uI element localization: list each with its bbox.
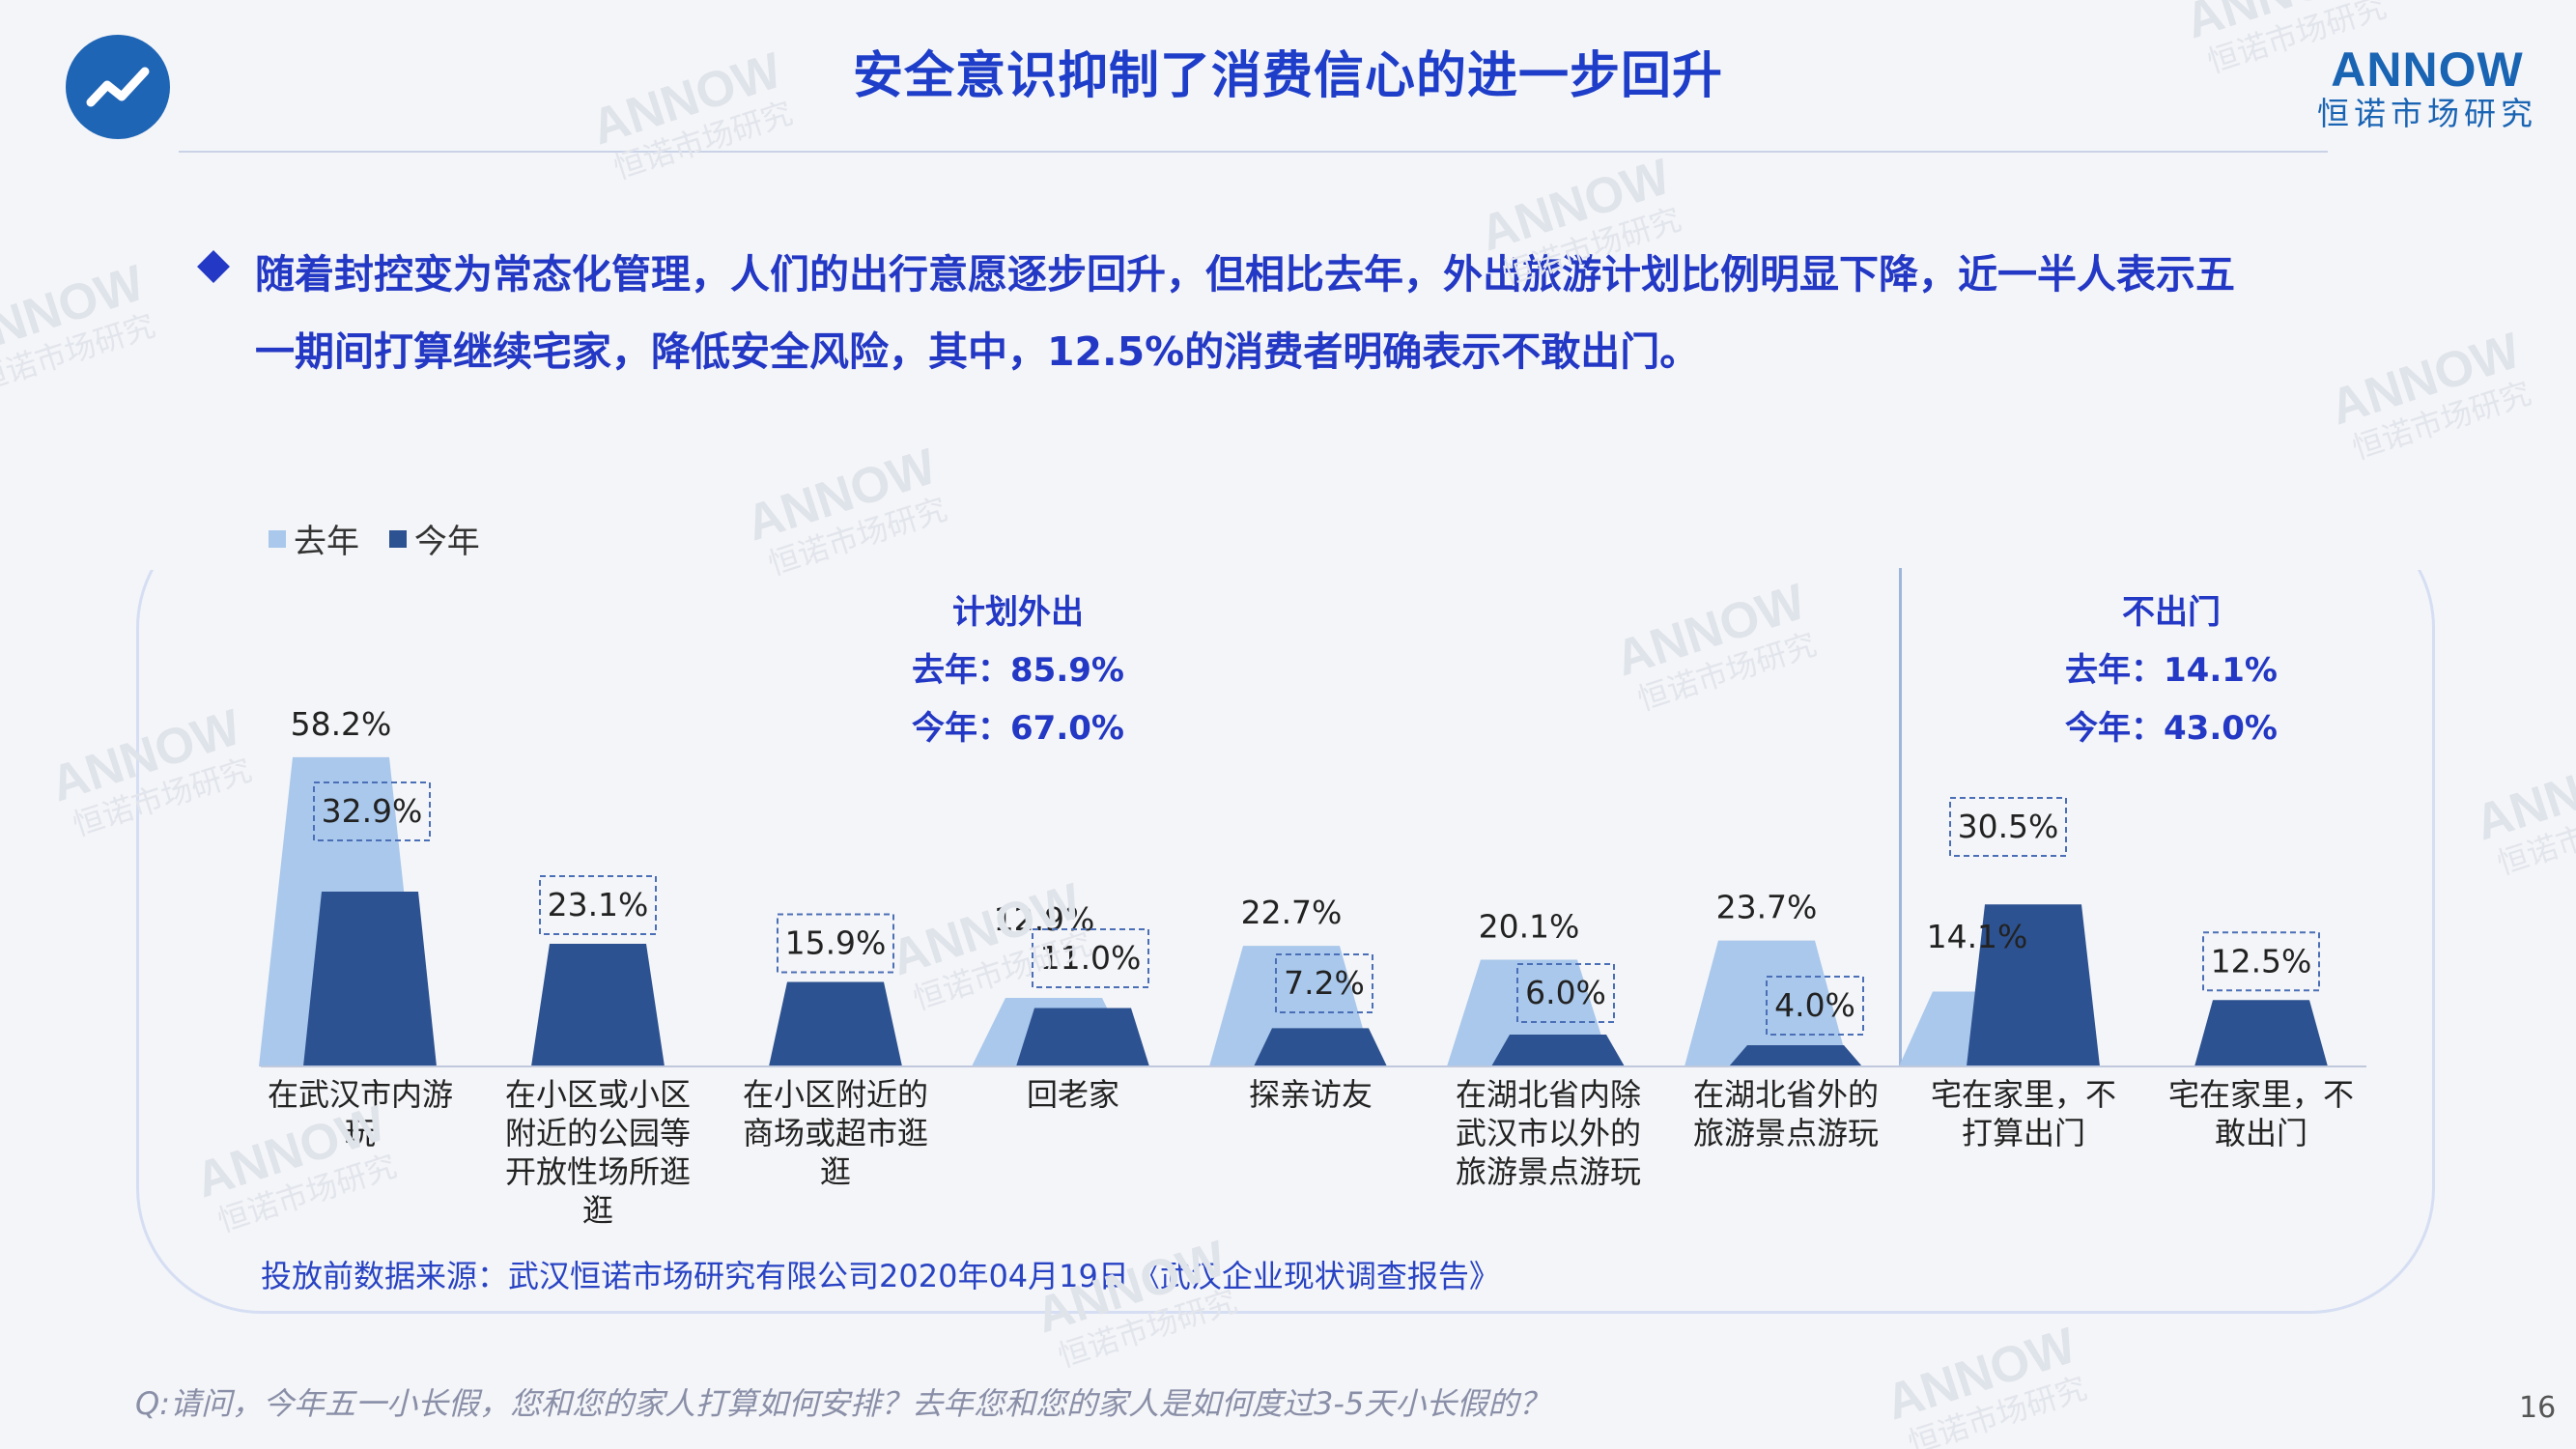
category-label-8-1: 敢出门 bbox=[2215, 1115, 2307, 1151]
chart-legend: 去年 今年 bbox=[269, 515, 480, 562]
legend-item-this-year: 今年 bbox=[388, 515, 480, 562]
bar-this-year-7 bbox=[1967, 904, 2100, 1066]
category-label-6-0: 在湖北省外的 bbox=[1693, 1076, 1879, 1113]
group-plan-last: 去年：85.9% bbox=[912, 651, 1124, 690]
category-label-1-1: 附近的公园等 bbox=[505, 1115, 691, 1151]
value-label-this-year-6-box bbox=[1766, 976, 1864, 1036]
trend-logo-icon bbox=[66, 35, 170, 139]
category-label-1-3: 逛 bbox=[582, 1192, 613, 1229]
category-label-0-1: 玩 bbox=[345, 1115, 376, 1151]
category-label-7-1: 打算出门 bbox=[1962, 1115, 2085, 1151]
summary-line-1: 随着封控变为常态化管理，人们的出行意愿逐步回升，但相比去年，外出旅游计划比例明显… bbox=[255, 251, 2235, 298]
group-plan-title: 计划外出 bbox=[952, 593, 1084, 632]
title-divider bbox=[179, 151, 2328, 153]
category-label-4-0: 探亲访友 bbox=[1249, 1076, 1373, 1113]
category-label-3-0: 回老家 bbox=[1027, 1076, 1119, 1113]
legend-swatch-last-year bbox=[269, 529, 286, 548]
legend-item-last-year: 去年 bbox=[269, 515, 359, 562]
value-label-this-year-7: 30.5% bbox=[1958, 808, 2059, 845]
value-label-this-year-8: 12.5% bbox=[2211, 942, 2312, 980]
category-label-6-1: 旅游景点游玩 bbox=[1693, 1115, 1879, 1151]
group-label-plan: 计划外出 去年：85.9% 今年：67.0% bbox=[825, 583, 1211, 757]
category-label-2-0: 在小区附近的 bbox=[743, 1076, 928, 1113]
category-label-0-0: 在武汉市内游 bbox=[268, 1076, 453, 1113]
value-label-this-year-2-box bbox=[777, 913, 894, 974]
page-number: 16 bbox=[2519, 1391, 2557, 1425]
value-label-last-year-7: 14.1% bbox=[1927, 918, 2028, 955]
bar-this-year-3 bbox=[1016, 1008, 1149, 1066]
value-label-this-year-0: 32.9% bbox=[322, 792, 423, 830]
category-label-2-1: 商场或超市逛 bbox=[743, 1115, 928, 1151]
summary-line-2: 一期间打算继续宅家，降低安全风险，其中，12.5%的消费者明确表示不敢出门。 bbox=[255, 328, 1700, 375]
value-label-last-year-3: 12.9% bbox=[994, 900, 1095, 938]
value-label-this-year-3: 11.0% bbox=[1040, 939, 1142, 977]
panel-top-gap bbox=[97, 493, 2473, 570]
value-label-this-year-7-box bbox=[1949, 797, 2067, 857]
value-label-this-year-6: 4.0% bbox=[1774, 986, 1855, 1024]
value-label-last-year-0: 58.2% bbox=[291, 705, 392, 743]
bar-this-year-4 bbox=[1254, 1028, 1387, 1066]
category-label-5-2: 旅游景点游玩 bbox=[1456, 1153, 1641, 1190]
category-label-1-2: 开放性场所逛 bbox=[505, 1153, 691, 1190]
bar-this-year-8 bbox=[2194, 1000, 2328, 1066]
value-label-this-year-0-box bbox=[313, 781, 431, 841]
category-label-8-0: 宅在家里，不 bbox=[2168, 1076, 2354, 1113]
category-label-5-1: 武汉市以外的 bbox=[1456, 1115, 1641, 1151]
category-label-2-2: 逛 bbox=[820, 1153, 851, 1190]
value-label-this-year-8-box bbox=[2202, 931, 2320, 992]
value-label-last-year-6: 23.7% bbox=[1716, 889, 1818, 926]
category-label-1-0: 在小区或小区 bbox=[505, 1076, 691, 1113]
value-label-this-year-5: 6.0% bbox=[1525, 974, 1606, 1011]
group-label-stay: 不出门 去年：14.1% 今年：43.0% bbox=[1978, 583, 2364, 757]
summary-text: 随着封控变为常态化管理，人们的出行意愿逐步回升，但相比去年，外出旅游计划比例明显… bbox=[255, 236, 2438, 390]
page-title: 安全意识抑制了消费信心的进一步回升 bbox=[852, 47, 1723, 105]
bar-this-year-2 bbox=[769, 981, 902, 1066]
brand-logo: ANNOW 恒诺市场研究 bbox=[2316, 44, 2538, 133]
value-label-this-year-3-box bbox=[1032, 928, 1149, 988]
brand-subtitle: 恒诺市场研究 bbox=[2317, 95, 2537, 132]
group-divider bbox=[1899, 568, 1902, 1065]
group-stay-this: 今年：43.0% bbox=[2065, 709, 2278, 748]
value-label-this-year-1-box bbox=[539, 874, 657, 935]
bar-this-year-0 bbox=[303, 892, 437, 1066]
legend-label-this-year: 今年 bbox=[413, 523, 480, 561]
legend-swatch-this-year bbox=[388, 529, 407, 548]
value-label-this-year-2: 15.9% bbox=[785, 924, 887, 962]
category-label-7-0: 宅在家里，不 bbox=[1931, 1076, 2116, 1113]
bar-this-year-6 bbox=[1729, 1045, 1862, 1066]
bar-this-year-1 bbox=[531, 943, 665, 1066]
value-label-this-year-4: 7.2% bbox=[1284, 964, 1365, 1002]
bar-this-year-5 bbox=[1491, 1035, 1625, 1066]
survey-question: Q:请问，今年五一小长假，您和您的家人打算如何安排？去年您和您的家人是如何度过3… bbox=[135, 1385, 1550, 1422]
category-label-5-0: 在湖北省内除 bbox=[1456, 1076, 1641, 1113]
value-label-this-year-1: 23.1% bbox=[548, 886, 649, 923]
value-label-this-year-5-box bbox=[1516, 963, 1615, 1023]
value-label-last-year-4: 22.7% bbox=[1241, 894, 1343, 931]
legend-label-last-year: 去年 bbox=[294, 523, 359, 561]
value-label-last-year-5: 20.1% bbox=[1479, 907, 1580, 945]
brand-name: ANNOW bbox=[2331, 43, 2524, 97]
group-stay-last: 去年：14.1% bbox=[2065, 651, 2278, 690]
group-stay-title: 不出门 bbox=[2122, 593, 2221, 632]
data-source-note: 投放前数据来源：武汉恒诺市场研究有限公司2020年04月19日《武汉企业现状调查… bbox=[261, 1258, 1500, 1294]
group-plan-this: 今年：67.0% bbox=[912, 709, 1124, 748]
trend-line-icon bbox=[86, 67, 150, 107]
value-label-this-year-4-box bbox=[1275, 953, 1373, 1013]
